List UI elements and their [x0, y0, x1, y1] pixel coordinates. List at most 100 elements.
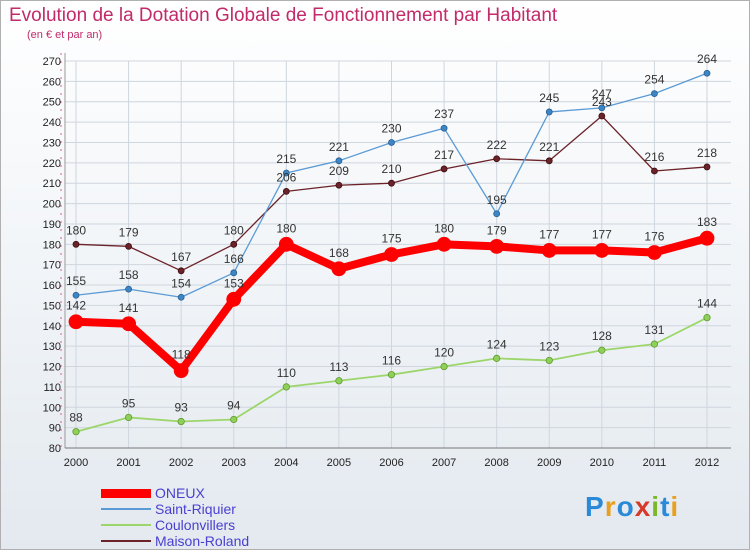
legend-swatch-maison-roland: [101, 540, 151, 542]
point-oneux-2008: [489, 238, 505, 254]
y-tick-label-190: 190: [43, 219, 61, 231]
point-saint-riquier-2008: [493, 210, 501, 218]
point-oneux-2002: [173, 363, 189, 379]
data-label-saint-riquier-2001: 158: [119, 268, 139, 282]
legend-label-maison-roland: Maison-Roland: [155, 533, 250, 549]
point-oneux-2007: [436, 236, 452, 252]
data-label-oneux-2000: 142: [66, 299, 86, 313]
point-maison-roland-2001: [125, 242, 132, 250]
legend-label-coulonvillers: Coulonvillers: [155, 517, 236, 533]
data-label-saint-riquier-2003: 166: [224, 252, 244, 266]
data-label-coulonvillers-2002: 93: [174, 401, 188, 415]
point-saint-riquier-2012: [703, 69, 711, 77]
point-oneux-2005: [331, 261, 347, 277]
y-tick-label-210: 210: [43, 178, 61, 190]
data-label-oneux-2004: 180: [276, 221, 296, 235]
y-tick-label-150: 150: [43, 300, 61, 312]
brand-letter: i: [651, 491, 661, 522]
point-saint-riquier-2009: [545, 108, 553, 116]
data-label-coulonvillers-2010: 128: [592, 329, 612, 343]
data-label-maison-roland-2000: 180: [66, 223, 86, 237]
point-coulonvillers-2011: [650, 340, 659, 348]
point-coulonvillers-2003: [230, 415, 238, 424]
legend-swatch-saint-riquier: [101, 508, 151, 510]
point-saint-riquier-2011: [651, 90, 658, 97]
x-tick-label-2008: 2008: [484, 457, 508, 469]
y-tick-label-230: 230: [43, 137, 61, 149]
legend-item-oneux: ONEUX: [101, 485, 249, 501]
legend-label-oneux: ONEUX: [155, 485, 205, 501]
point-coulonvillers-2009: [545, 356, 553, 365]
data-label-oneux-2010: 177: [592, 227, 612, 241]
x-tick-label-2007: 2007: [432, 457, 456, 469]
data-label-maison-roland-2005: 209: [329, 164, 349, 178]
y-tick-label-200: 200: [43, 199, 61, 211]
data-label-oneux-2005: 168: [329, 246, 349, 260]
y-tick-label-130: 130: [43, 341, 61, 353]
point-oneux-2006: [384, 247, 399, 262]
point-saint-riquier-2000: [72, 291, 80, 299]
point-coulonvillers-2004: [282, 383, 290, 391]
data-label-saint-riquier-2012: 264: [697, 52, 717, 66]
point-coulonvillers-2006: [387, 371, 396, 379]
y-tick-label-140: 140: [43, 321, 61, 333]
point-saint-riquier-2001: [125, 285, 132, 293]
data-label-maison-roland-2002: 167: [171, 250, 191, 264]
x-tick-label-2012: 2012: [695, 457, 719, 469]
point-maison-roland-2003: [230, 240, 238, 248]
data-label-saint-riquier-2004: 215: [276, 152, 296, 166]
gridlines: [65, 60, 731, 449]
point-coulonvillers-2012: [703, 314, 711, 322]
point-oneux-2003: [226, 291, 242, 307]
data-label-oneux-2012: 183: [697, 215, 717, 229]
point-oneux-2004: [278, 236, 294, 252]
x-tick-label-2000: 2000: [64, 457, 88, 469]
brand-letter: x: [634, 491, 652, 522]
brand-letter: i: [670, 491, 680, 522]
point-saint-riquier-2004: [282, 169, 290, 177]
data-label-coulonvillers-2011: 131: [644, 323, 664, 337]
data-label-maison-roland-2003: 180: [224, 223, 244, 237]
brand-letter: t: [660, 491, 671, 522]
axes: 80 90 100 110 120 130 140 150 160 170 180 190 200 210…: [43, 53, 731, 469]
data-label-oneux-2011: 176: [644, 229, 664, 243]
x-tick-label-2001: 2001: [116, 457, 140, 469]
data-label-saint-riquier-2006: 230: [381, 121, 401, 135]
x-tick-label-2003: 2003: [222, 457, 246, 469]
legend-label-saint-riquier: Saint-Riquier: [155, 501, 236, 517]
point-coulonvillers-2000: [72, 428, 80, 436]
point-oneux-2012: [699, 230, 715, 246]
data-label-oneux-2001: 141: [119, 301, 139, 315]
legend-swatch-oneux: [101, 488, 151, 498]
chart-subtitle: (en € et par an): [27, 29, 103, 41]
data-label-saint-riquier-2009: 245: [539, 91, 559, 105]
data-label-saint-riquier-2000: 155: [66, 274, 86, 288]
point-maison-roland-2012: [703, 163, 711, 171]
data-label-saint-riquier-2007: 237: [434, 107, 454, 121]
point-coulonvillers-2007: [440, 362, 448, 371]
legend-item-coulonvillers: Coulonvillers: [101, 517, 249, 533]
point-maison-roland-2006: [388, 179, 395, 187]
x-tick-label-2005: 2005: [327, 457, 351, 469]
legend-item-maison-roland: Maison-Roland: [101, 533, 249, 549]
data-label-coulonvillers-2005: 113: [329, 360, 348, 374]
y-tick-label-100: 100: [43, 402, 61, 414]
data-label-coulonvillers-2008: 124: [487, 337, 507, 351]
point-saint-riquier-2006: [388, 139, 395, 146]
point-coulonvillers-2005: [335, 377, 343, 385]
y-tick-label-260: 260: [43, 76, 61, 88]
point-coulonvillers-2002: [177, 417, 185, 426]
point-maison-roland-2002: [177, 267, 185, 275]
data-label-coulonvillers-2003: 94: [227, 398, 241, 412]
data-label-maison-roland-2010: 243: [592, 95, 612, 109]
brand-letter: o: [616, 491, 635, 522]
data-label-coulonvillers-2001: 95: [122, 396, 136, 410]
x-tick-label-2006: 2006: [379, 457, 403, 469]
y-tick-label-180: 180: [43, 239, 61, 251]
point-saint-riquier-2003: [230, 269, 238, 277]
point-maison-roland-2010: [598, 112, 606, 120]
data-label-oneux-2003: 153: [224, 276, 244, 290]
data-label-oneux-2008: 179: [487, 223, 507, 237]
point-saint-riquier-2007: [440, 124, 448, 132]
